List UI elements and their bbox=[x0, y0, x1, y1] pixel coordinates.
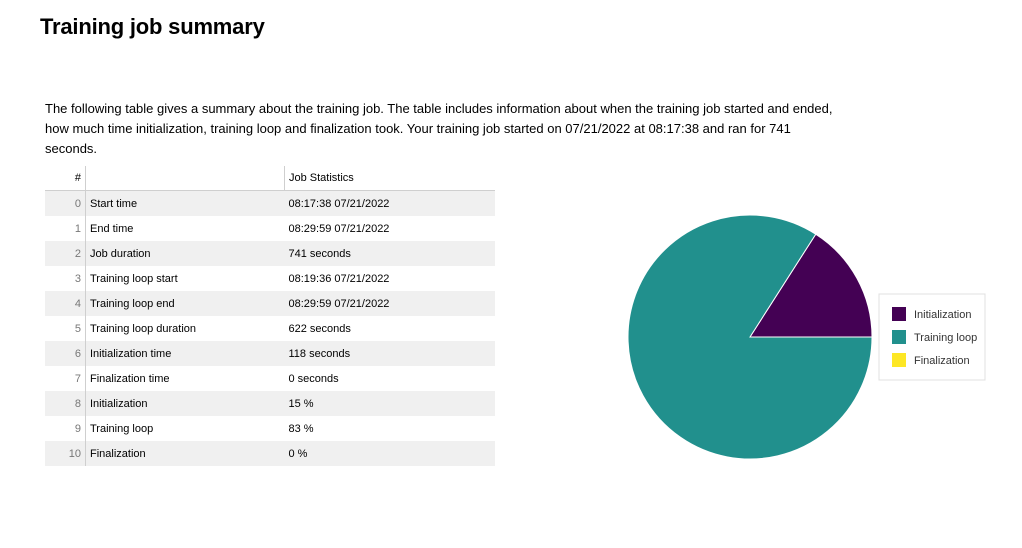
pie-slices bbox=[627, 214, 873, 460]
legend-label-initialization: Initialization bbox=[914, 309, 971, 321]
row-label: Training loop duration bbox=[90, 322, 196, 335]
row-index: 6 bbox=[45, 341, 86, 366]
table-header-row: # Job Statistics bbox=[45, 166, 495, 191]
row-label: Training loop start bbox=[90, 272, 178, 285]
legend-swatch-initialization bbox=[892, 307, 906, 321]
header-index: # bbox=[45, 166, 86, 191]
row-value: 83 % bbox=[288, 422, 314, 435]
legend-swatch-training-loop bbox=[892, 330, 906, 344]
pie-slice-initialization bbox=[749, 233, 873, 338]
row-value: 0 seconds bbox=[288, 372, 339, 385]
row-index: 3 bbox=[45, 266, 86, 291]
header-label bbox=[85, 166, 285, 191]
job-statistics-table: # Job Statistics 0 Start time 08:17:38 0… bbox=[45, 166, 495, 466]
row-index: 10 bbox=[45, 441, 86, 466]
legend-swatch-finalization bbox=[892, 353, 906, 367]
row-label: Job duration bbox=[85, 241, 285, 266]
table-row: 0 Start time 08:17:38 07/21/2022 bbox=[45, 190, 495, 216]
row-label: Initialization time bbox=[85, 341, 285, 366]
row-index: 0 bbox=[45, 190, 86, 216]
table-row: 8 Initialization 15 % bbox=[45, 391, 495, 416]
row-value: 0 % bbox=[284, 441, 495, 466]
table-row: 4 Training loop end 08:29:59 07/21/2022 bbox=[45, 291, 495, 316]
row-value: 15 % bbox=[284, 391, 495, 416]
row-index: 4 bbox=[45, 291, 86, 316]
row-index: 2 bbox=[45, 241, 86, 266]
row-label: Start time bbox=[85, 190, 285, 216]
row-value: 622 seconds bbox=[288, 322, 351, 335]
row-label: Finalization time bbox=[90, 372, 170, 385]
table-row: 3 Training loop start 08:19:36 07/21/202… bbox=[45, 266, 495, 291]
row-label: Training loop end bbox=[85, 291, 285, 316]
row-label: Training loop bbox=[90, 422, 154, 435]
table-row: 2 Job duration 741 seconds bbox=[45, 241, 495, 266]
legend-label-training-loop: Training loop bbox=[914, 332, 977, 344]
table-row: 7 Finalization time 0 seconds bbox=[45, 366, 495, 391]
page-title: Training job summary bbox=[40, 14, 265, 39]
row-label: Finalization bbox=[85, 441, 285, 466]
row-value: 08:17:38 07/21/2022 bbox=[284, 190, 495, 216]
row-label: Initialization bbox=[85, 391, 285, 416]
table-row: 9 Training loop 83 % bbox=[45, 416, 495, 441]
table-row: 1 End time 08:29:59 07/21/2022 bbox=[45, 216, 495, 241]
row-index: 1 bbox=[45, 216, 86, 241]
table-row: 6 Initialization time 118 seconds bbox=[45, 341, 495, 366]
row-label: End time bbox=[90, 222, 134, 235]
row-index: 5 bbox=[45, 316, 86, 341]
row-value: 08:19:36 07/21/2022 bbox=[288, 272, 390, 285]
pie-slice-training-loop bbox=[627, 214, 873, 460]
row-value: 741 seconds bbox=[284, 241, 495, 266]
row-index: 7 bbox=[45, 366, 86, 391]
training-phase-pie-chart: Initialization Training loop Finalization bbox=[600, 200, 1000, 480]
row-value: 08:29:59 07/21/2022 bbox=[288, 222, 390, 235]
row-value: 08:29:59 07/21/2022 bbox=[284, 291, 495, 316]
chart-legend: Initialization Training loop Finalization bbox=[878, 293, 986, 381]
row-index: 9 bbox=[45, 416, 86, 441]
header-job-statistics: Job Statistics bbox=[284, 166, 495, 191]
table-row: 10 Finalization 0 % bbox=[45, 441, 495, 466]
summary-description: The following table gives a summary abou… bbox=[45, 101, 833, 156]
table-row: 5 Training loop duration 622 seconds bbox=[45, 316, 495, 341]
row-value: 118 seconds bbox=[284, 341, 495, 366]
legend-label-finalization: Finalization bbox=[914, 355, 970, 367]
row-index: 8 bbox=[45, 391, 86, 416]
pie-chart-svg: Initialization Training loop Finalization bbox=[627, 214, 986, 460]
